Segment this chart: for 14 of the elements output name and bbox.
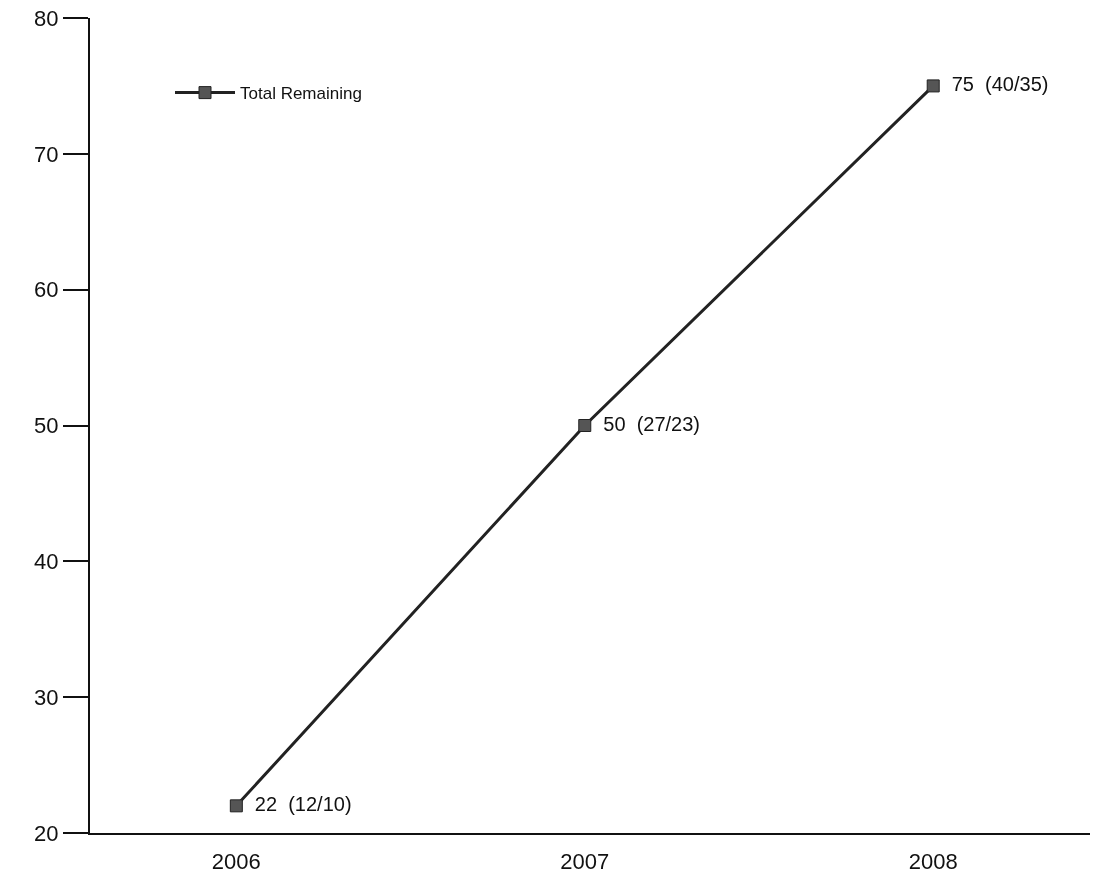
y-tick-label: 30 xyxy=(34,684,59,710)
x-tick-label: 2006 xyxy=(211,849,261,875)
data-label: 22 (12/10) xyxy=(244,792,352,815)
y-tick-label: 60 xyxy=(34,277,59,303)
y-tick-label: 50 xyxy=(34,413,59,439)
y-tick-label: 40 xyxy=(34,549,59,575)
x-tick-label: 2008 xyxy=(908,849,958,875)
data-label: 75 (40/35) xyxy=(941,72,1049,95)
y-tick-label: 70 xyxy=(34,141,59,167)
x-tick-label: 2007 xyxy=(560,849,610,875)
data-label: 50 (27/23) xyxy=(593,412,700,435)
legend-label: Total Remaining xyxy=(240,84,362,104)
y-tick-label: 80 xyxy=(34,5,59,31)
y-tick-label: 20 xyxy=(34,820,59,846)
